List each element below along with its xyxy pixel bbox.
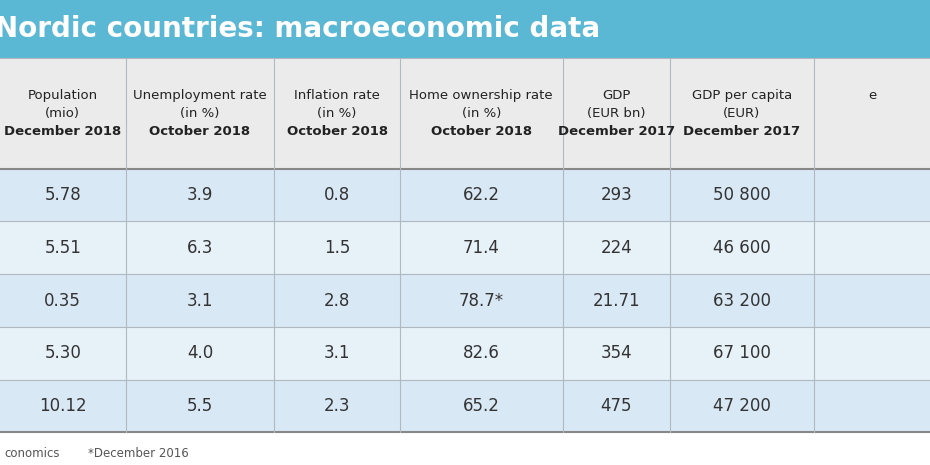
Text: Unemployment rate: Unemployment rate: [133, 89, 267, 102]
Text: 21.71: 21.71: [592, 292, 640, 310]
Text: (mio): (mio): [46, 107, 80, 120]
Text: October 2018: October 2018: [286, 125, 388, 138]
Bar: [0, 221, 930, 274]
Text: 3.1: 3.1: [187, 292, 213, 310]
Text: 5.78: 5.78: [45, 186, 81, 204]
Text: 3.1: 3.1: [324, 344, 351, 362]
Text: 4.0: 4.0: [187, 344, 213, 362]
Text: (EUR bn): (EUR bn): [587, 107, 645, 120]
Text: 50 800: 50 800: [712, 186, 771, 204]
Text: GDP per capita: GDP per capita: [692, 89, 791, 102]
Text: 0.8: 0.8: [324, 186, 351, 204]
Text: *December 2016: *December 2016: [88, 447, 189, 460]
Text: 82.6: 82.6: [463, 344, 499, 362]
Text: October 2018: October 2018: [150, 125, 250, 138]
Text: Population: Population: [28, 89, 98, 102]
Text: Inflation rate: Inflation rate: [294, 89, 380, 102]
Text: 3.9: 3.9: [187, 186, 213, 204]
Bar: [0, 379, 930, 432]
Text: 6.3: 6.3: [187, 239, 213, 257]
Text: 5.51: 5.51: [45, 239, 81, 257]
Bar: [0, 274, 930, 327]
Text: (in %): (in %): [461, 107, 501, 120]
Text: conomics: conomics: [5, 447, 60, 460]
Text: 46 600: 46 600: [712, 239, 771, 257]
Text: 1.5: 1.5: [324, 239, 351, 257]
Text: 10.12: 10.12: [39, 397, 86, 415]
Text: Home ownership rate: Home ownership rate: [409, 89, 553, 102]
Text: 5.30: 5.30: [45, 344, 81, 362]
Text: 71.4: 71.4: [463, 239, 499, 257]
Text: 293: 293: [600, 186, 632, 204]
Text: (in %): (in %): [180, 107, 219, 120]
Text: December 2018: December 2018: [4, 125, 122, 138]
Text: 63 200: 63 200: [712, 292, 771, 310]
Text: e: e: [868, 89, 876, 102]
Text: December 2017: December 2017: [684, 125, 800, 138]
Text: 5.5: 5.5: [187, 397, 213, 415]
Text: (in %): (in %): [317, 107, 357, 120]
Text: Nordic countries: macroeconomic data: Nordic countries: macroeconomic data: [0, 15, 601, 43]
Text: 65.2: 65.2: [463, 397, 499, 415]
Text: December 2017: December 2017: [558, 125, 674, 138]
Text: 2.3: 2.3: [324, 397, 351, 415]
Bar: [0, 58, 930, 168]
Text: 224: 224: [600, 239, 632, 257]
Text: GDP: GDP: [602, 89, 631, 102]
Text: 475: 475: [601, 397, 631, 415]
Text: October 2018: October 2018: [431, 125, 532, 138]
Text: (EUR): (EUR): [723, 107, 761, 120]
Bar: [0, 327, 930, 379]
Bar: [0, 168, 930, 221]
Bar: [0, 0, 930, 58]
Text: 47 200: 47 200: [712, 397, 771, 415]
Text: 67 100: 67 100: [712, 344, 771, 362]
Text: 78.7*: 78.7*: [458, 292, 504, 310]
Text: 354: 354: [600, 344, 632, 362]
Text: 62.2: 62.2: [463, 186, 499, 204]
Text: 0.35: 0.35: [45, 292, 81, 310]
Text: 2.8: 2.8: [324, 292, 351, 310]
